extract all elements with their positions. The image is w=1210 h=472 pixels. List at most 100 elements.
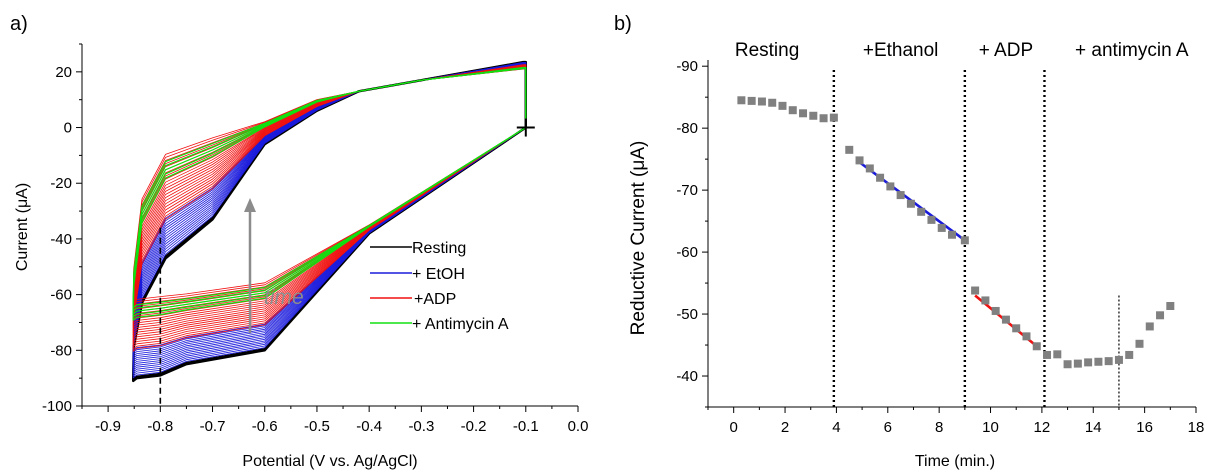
data-point xyxy=(757,97,766,106)
data-point xyxy=(876,173,885,182)
data-point xyxy=(886,182,895,191)
panel-a-label: a) xyxy=(10,13,28,35)
treatment-label: Resting xyxy=(735,40,799,61)
data-point xyxy=(865,164,874,173)
y-tick-label-b: -60 xyxy=(676,244,698,261)
data-point xyxy=(747,96,756,105)
y-tick-label-b: -70 xyxy=(676,182,698,199)
data-point xyxy=(1073,359,1082,368)
data-point xyxy=(1166,301,1175,310)
x-tick-label-a: -0.6 xyxy=(252,418,278,435)
x-tick-label-b: 16 xyxy=(1136,419,1153,436)
data-point xyxy=(1053,350,1062,359)
data-point xyxy=(1032,342,1041,351)
data-point xyxy=(778,101,787,110)
data-point xyxy=(768,98,777,107)
y-tick-label-b: -50 xyxy=(676,306,698,323)
start-point-marker xyxy=(516,118,535,137)
data-point xyxy=(1145,322,1154,331)
y-tick-label-b: -90 xyxy=(676,58,698,75)
legend-label-antimycin: + Antimycin A xyxy=(412,316,509,333)
cv-cycles xyxy=(132,60,527,383)
panel-b-chart: b) Resting +Ethanol + ADP + antimycin A 0 2 4… xyxy=(614,13,1204,470)
data-point xyxy=(819,114,828,123)
data-point xyxy=(1114,355,1123,364)
data-point xyxy=(845,145,854,154)
cv-cycle-antimycin xyxy=(132,68,527,309)
y-tick-label-a: 20 xyxy=(55,64,72,81)
y-tick-label-b: -40 xyxy=(676,368,698,385)
x-tick-label-b: 12 xyxy=(1034,419,1051,436)
x-tick-label-b: 0 xyxy=(730,419,738,436)
y-axis-title-a: Current (μA) xyxy=(14,183,31,271)
data-point xyxy=(971,286,980,295)
x-tick-label-a: -0.5 xyxy=(304,418,330,435)
y-tick-label-a: 0 xyxy=(64,120,72,137)
data-point xyxy=(896,191,905,200)
x-tick-label-b: 14 xyxy=(1085,419,1102,436)
data-point xyxy=(927,215,936,224)
panel-b-label: b) xyxy=(614,13,632,35)
x-tick-label-a: -0.2 xyxy=(461,418,487,435)
data-point xyxy=(737,96,746,105)
data-point xyxy=(1125,350,1134,359)
data-point xyxy=(1012,324,1021,333)
data-point xyxy=(991,306,1000,315)
data-point xyxy=(1135,339,1144,348)
data-point xyxy=(1156,311,1165,320)
cv-cycle-adp xyxy=(132,65,527,336)
data-point xyxy=(981,296,990,305)
x-tick-label-a: -0.9 xyxy=(95,418,121,435)
data-point xyxy=(788,106,797,115)
y-tick-label-a: -20 xyxy=(50,175,72,192)
data-point xyxy=(948,230,956,239)
data-point xyxy=(829,113,838,122)
x-tick-label-b: 4 xyxy=(832,419,840,436)
time-annotation: time xyxy=(264,286,304,309)
data-point xyxy=(906,199,915,208)
y-tick-label-a: -40 xyxy=(50,231,72,248)
x-tick-label-b: 18 xyxy=(1188,419,1205,436)
cv-cycle-adp xyxy=(132,65,527,345)
legend-label-resting: Resting xyxy=(412,240,466,257)
data-point xyxy=(1104,357,1113,366)
cv-annotations: time xyxy=(159,118,535,406)
x-tick-label-a: -0.7 xyxy=(200,418,226,435)
x-tick-label-b: 6 xyxy=(884,419,892,436)
data-point xyxy=(960,236,969,245)
data-points xyxy=(737,96,1175,369)
y-axis-title-b: Reductive Current (μA) xyxy=(628,141,649,336)
data-point xyxy=(937,223,946,232)
time-arrowhead xyxy=(244,198,256,212)
y-tick-label-a: -80 xyxy=(50,342,72,359)
x-tick-label-b: 8 xyxy=(935,419,943,436)
treatment-label: + ADP xyxy=(979,40,1033,61)
cv-cycle-etoh xyxy=(132,64,527,355)
y-tick-label-b: -80 xyxy=(676,120,698,137)
treatment-labels: Resting +Ethanol + ADP + antimycin A xyxy=(735,40,1189,61)
x-tick-label-a: 0.0 xyxy=(568,418,589,435)
legend: Resting + EtOH +ADP + Antimycin A xyxy=(370,240,509,333)
x-tick-label-a: -0.4 xyxy=(356,418,382,435)
data-point xyxy=(1084,358,1093,367)
panel-b-axes: 0 2 4 6 8 10 12 14 16 18 -90 -80 -70 -60 -50 -40 xyxy=(676,58,1204,436)
x-axis-title-a: Potential (V vs. Ag/AgCl) xyxy=(242,453,417,470)
treatment-label: + antimycin A xyxy=(1075,40,1189,61)
treatment-label: +Ethanol xyxy=(863,40,939,61)
y-tick-label-a: -60 xyxy=(50,287,72,304)
data-point xyxy=(1001,315,1010,324)
x-tick-label-b: 2 xyxy=(781,419,789,436)
x-tick-label-b: 10 xyxy=(982,419,999,436)
y-tick-label-a: -100 xyxy=(42,398,72,415)
panel-a-axes: -0.9 -0.8 -0.7 -0.6 -0.5 -0.4 -0.3 -0.2 -0.1 0.0 2… xyxy=(42,43,589,435)
x-tick-label-a: -0.1 xyxy=(513,418,539,435)
data-point xyxy=(1094,357,1103,366)
data-point xyxy=(855,156,864,165)
data-point xyxy=(1022,332,1031,341)
x-tick-label-a: -0.3 xyxy=(408,418,434,435)
x-tick-label-a: -0.8 xyxy=(147,418,173,435)
panel-a-chart: a) time -0.9 -0.8 -0.7 -0.6 -0.5 -0.4 -0.3 -0.2… xyxy=(10,13,588,470)
data-point xyxy=(1063,360,1072,369)
data-point xyxy=(1043,350,1052,359)
